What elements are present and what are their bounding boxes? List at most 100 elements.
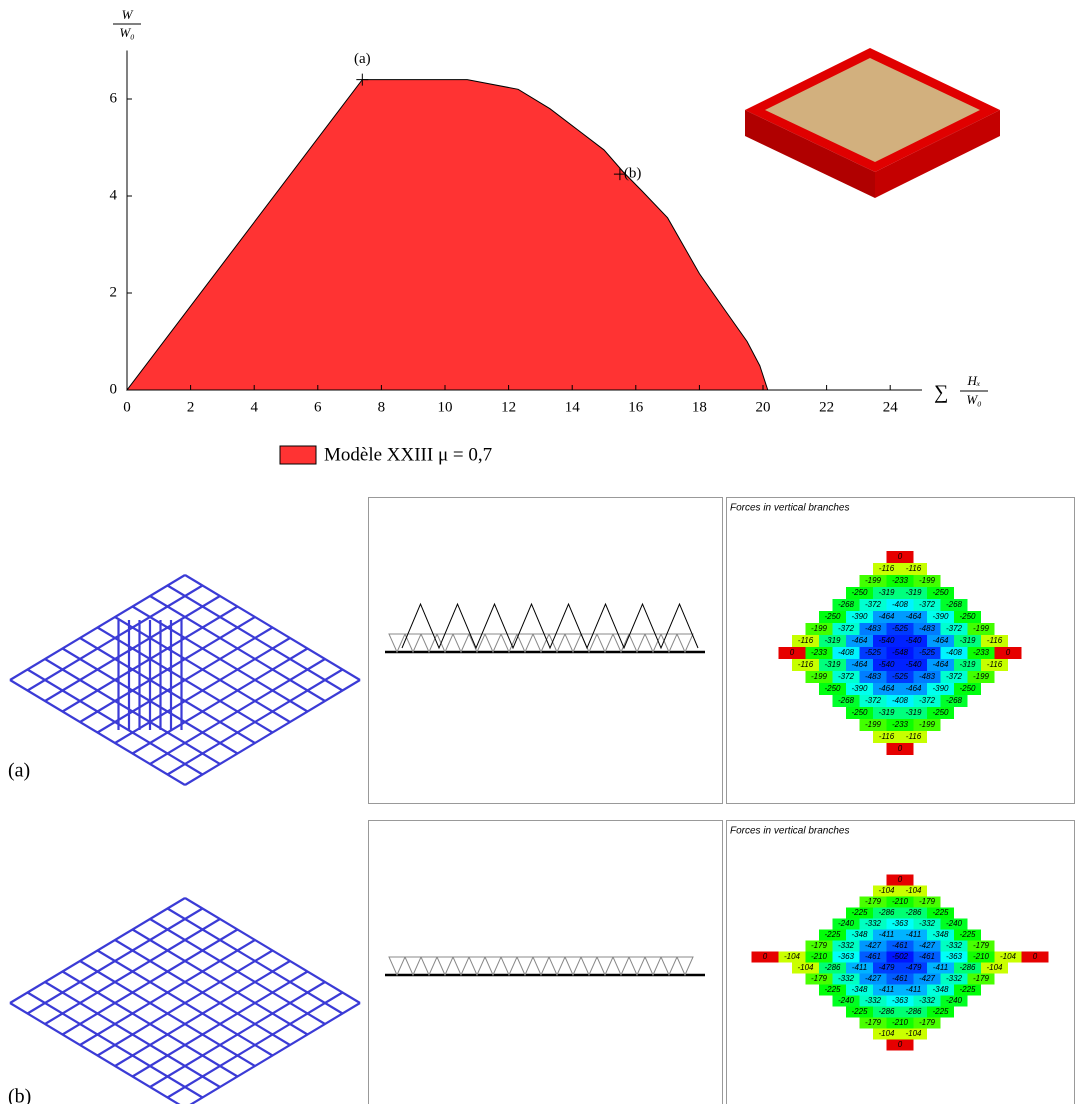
force-cell	[900, 611, 927, 623]
panel-frame	[368, 497, 723, 804]
support	[388, 633, 406, 654]
annotation-label: (a)	[354, 51, 371, 67]
force-label: -250	[851, 588, 868, 597]
force-label: -199	[811, 624, 828, 633]
y-tick-label: 0	[110, 381, 118, 397]
force-label: -332	[919, 996, 936, 1005]
force-cell	[819, 984, 846, 996]
force-cell	[805, 940, 833, 952]
annotation-marker	[613, 168, 626, 181]
support	[516, 956, 534, 977]
force-label: -116	[798, 636, 814, 645]
mesh-line	[166, 584, 344, 692]
mesh-line	[96, 949, 274, 1057]
force-cell	[886, 896, 914, 908]
force-cell	[913, 623, 941, 635]
support	[628, 956, 646, 977]
support	[612, 956, 630, 977]
force-label: -104	[784, 952, 801, 961]
force-label: -225	[959, 930, 976, 939]
y-tick-label: 4	[110, 187, 118, 203]
force-label: -411	[906, 930, 921, 939]
force-cell	[913, 575, 941, 587]
force-cell	[832, 647, 860, 659]
force-label: -319	[824, 660, 841, 669]
force-label: -464	[905, 684, 922, 693]
force-cell	[913, 647, 941, 659]
force-label: -225	[824, 930, 841, 939]
mesh-line	[131, 605, 309, 713]
force-label: -461	[892, 941, 908, 950]
force-cell	[900, 707, 927, 719]
force-cell	[832, 695, 860, 707]
x-tick-label: 6	[314, 399, 322, 415]
force-label: -199	[811, 672, 828, 681]
force-label: -199	[865, 720, 882, 729]
force-label: -233	[892, 576, 909, 585]
force-cell	[900, 984, 927, 996]
force-cell	[846, 587, 873, 599]
force-label: -116	[798, 660, 814, 669]
force-label: -427	[919, 941, 936, 950]
force-cell	[846, 683, 873, 695]
force-cell	[981, 962, 1008, 974]
force-label: -225	[851, 1007, 868, 1016]
force-cell	[846, 707, 873, 719]
force-label: -411	[906, 985, 921, 994]
force-label: -210	[811, 952, 828, 961]
y-tick-label: 2	[110, 284, 118, 300]
support	[500, 956, 518, 977]
inset-side	[875, 110, 1000, 198]
support	[404, 956, 422, 977]
annotation-marker	[356, 73, 369, 86]
mesh-line	[166, 991, 344, 1099]
force-label: -225	[959, 985, 976, 994]
force-label: -199	[919, 720, 936, 729]
force-label: -390	[932, 684, 949, 693]
force-cell	[954, 683, 981, 695]
force-label: -286	[905, 1007, 922, 1016]
force-cell	[913, 918, 941, 930]
force-cell	[832, 951, 860, 963]
force-label: -427	[919, 974, 936, 983]
x-tick-label: 4	[250, 399, 258, 415]
force-label: -240	[838, 919, 855, 928]
force-cell	[873, 635, 900, 647]
legend-label: Modèle XXIII μ = 0,7	[324, 444, 492, 465]
support	[452, 956, 470, 977]
support	[612, 633, 630, 654]
force-label: -363	[892, 996, 909, 1005]
force-cell	[873, 563, 900, 575]
x-label-den: W₀	[966, 392, 981, 407]
mesh-line	[166, 907, 344, 1015]
force-label: -233	[892, 720, 909, 729]
force-cell	[940, 647, 968, 659]
force-cell	[913, 599, 941, 611]
force-label: -116	[906, 564, 922, 573]
force-label: -286	[905, 908, 922, 917]
force-cell	[1021, 951, 1049, 963]
force-label: -286	[824, 963, 841, 972]
force-label: -210	[892, 1018, 909, 1027]
force-cell	[886, 671, 914, 683]
force-label: -319	[959, 660, 976, 669]
force-cell	[981, 659, 1008, 671]
support	[628, 633, 646, 654]
annotation-label: (b)	[624, 166, 642, 182]
force-cell	[927, 611, 954, 623]
force-cell	[886, 1039, 914, 1051]
force-label: -390	[851, 612, 868, 621]
support	[644, 956, 662, 977]
force-label: -116	[879, 732, 895, 741]
force-cell	[913, 695, 941, 707]
legend-swatch	[279, 445, 317, 465]
x-tick-label: 0	[123, 399, 131, 415]
force-cell	[967, 623, 995, 635]
force-cell	[886, 918, 914, 930]
force-label: -225	[824, 985, 841, 994]
force-cell	[886, 599, 914, 611]
force-cell	[913, 940, 941, 952]
force-cell	[913, 671, 941, 683]
force-cell	[900, 907, 927, 919]
